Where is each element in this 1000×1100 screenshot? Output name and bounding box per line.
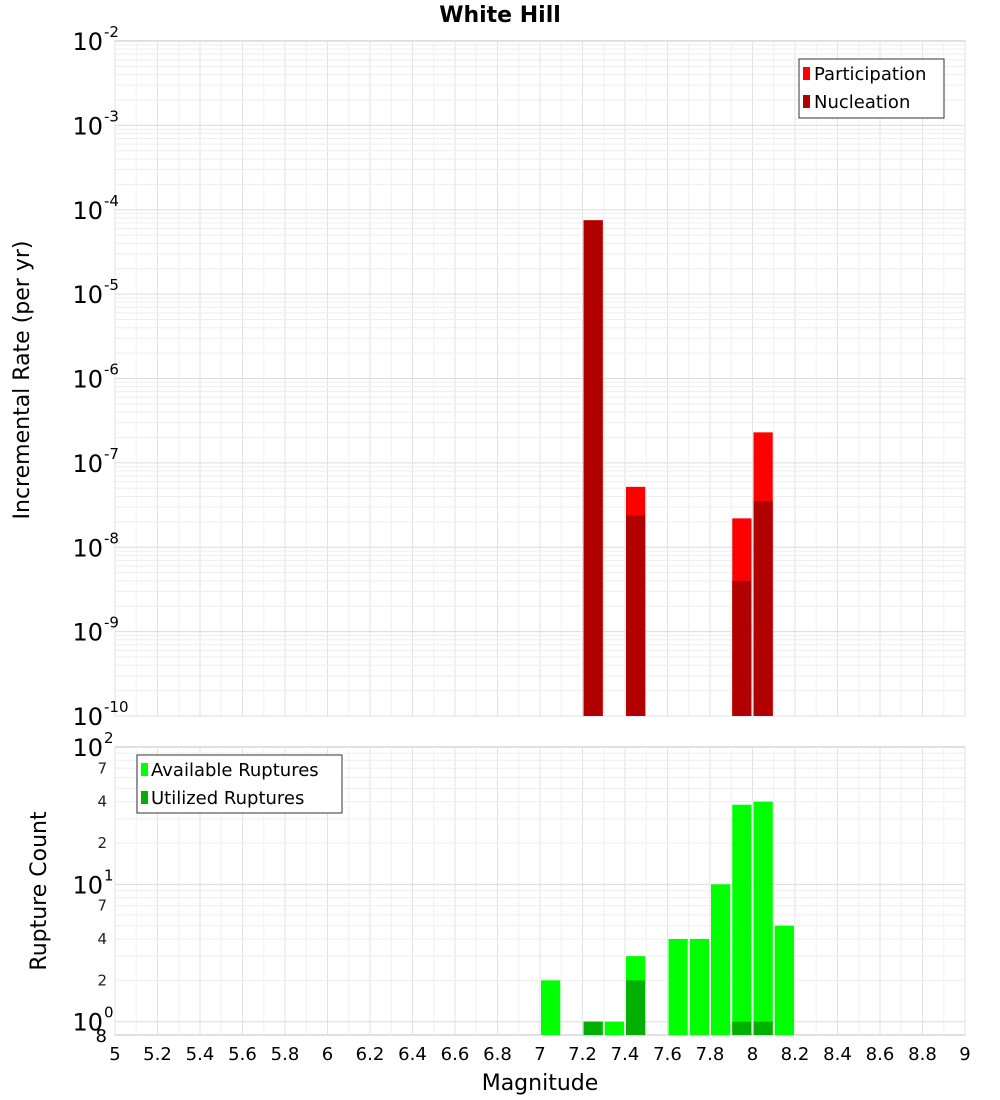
bottom-bar-s0 <box>711 884 731 1035</box>
top-y-tick-exponent: -7 <box>104 445 119 463</box>
legend-available-swatch <box>141 763 148 776</box>
top-y-axis-label: Incremental Rate (per yr) <box>10 241 35 520</box>
top-bar-s1 <box>753 501 773 716</box>
x-tick-label: 6 <box>322 1044 333 1065</box>
legend-nucleation-label: Nucleation <box>814 92 910 113</box>
bottom-y-tick-exponent: 0 <box>104 1004 114 1022</box>
x-tick-label: 5.4 <box>186 1044 215 1065</box>
top-y-tick-base: 10 <box>72 197 103 225</box>
bottom-bar-s1 <box>732 1021 752 1035</box>
legend-utilized-swatch <box>141 791 148 804</box>
top-y-tick-base: 10 <box>72 366 103 394</box>
x-tick-labels: 5 5.2 5.4 5.6 5.8 6 6.2 6.4 6.6 6.8 7 7.2 7.4 7.6 7.8 8… <box>109 1044 970 1065</box>
top-y-tick-exponent: -3 <box>104 107 119 125</box>
top-y-tick-base: 10 <box>72 534 103 562</box>
bottom-bar-s1 <box>583 1021 603 1035</box>
bottom-bar-s0 <box>732 804 752 1035</box>
x-tick-label: 8.6 <box>866 1044 895 1065</box>
x-tick-label: 9 <box>959 1044 970 1065</box>
x-tick-label: 5.8 <box>271 1044 300 1065</box>
top-bar-s1 <box>626 515 646 716</box>
top-y-tick-base: 10 <box>72 28 103 56</box>
bottom-y-minor-tick: 4 <box>97 930 107 948</box>
top-y-tick-base: 10 <box>72 281 103 309</box>
x-tick-label: 7.4 <box>611 1044 640 1065</box>
x-tick-label: 7 <box>534 1044 545 1065</box>
bottom-y-minor-tick: 7 <box>97 897 107 915</box>
x-tick-label: 6.2 <box>356 1044 385 1065</box>
top-y-tick-base: 10 <box>72 450 103 478</box>
legend-available-label: Available Ruptures <box>151 760 319 781</box>
x-tick-label: 7.6 <box>653 1044 682 1065</box>
x-tick-label: 5.6 <box>228 1044 257 1065</box>
x-tick-label: 6.8 <box>483 1044 512 1065</box>
top-bar-s1 <box>732 580 752 716</box>
x-tick-label: 8 <box>747 1044 758 1065</box>
bottom-y-minor-tick: 2 <box>97 834 107 852</box>
x-tick-label: 6.6 <box>441 1044 470 1065</box>
top-y-tick-exponent: -4 <box>104 192 119 210</box>
bottom-legend: Available Ruptures Utilized Ruptures <box>136 754 343 814</box>
bottom-y-tick-exponent: 2 <box>104 729 114 747</box>
legend-nucleation-swatch <box>803 95 810 108</box>
bottom-grid <box>114 747 966 1035</box>
bottom-bars <box>541 801 794 1035</box>
bottom-y-minor-tick: 8 <box>96 1026 107 1047</box>
top-y-tick-exponent: -5 <box>104 276 119 294</box>
x-tick-label: 8.8 <box>908 1044 937 1065</box>
top-y-tick-exponent: -9 <box>104 614 119 632</box>
bottom-bar-s0 <box>774 925 794 1035</box>
bottom-bar-s0 <box>541 980 561 1035</box>
top-y-tick-base: 10 <box>72 619 103 647</box>
top-bar-s1 <box>583 220 603 717</box>
top-y-tick-exponent: -6 <box>104 361 119 379</box>
x-tick-label: 8.4 <box>823 1044 852 1065</box>
bottom-y-tick-base: 10 <box>72 871 103 899</box>
legend-participation-label: Participation <box>814 64 926 85</box>
x-tick-label: 7.2 <box>568 1044 597 1065</box>
x-tick-label: 7.8 <box>696 1044 725 1065</box>
bottom-bar-s0 <box>689 939 709 1035</box>
bottom-y-minor-tick: 4 <box>97 793 107 811</box>
bottom-bar-s1 <box>626 980 646 1035</box>
bottom-y-minor-tick: 2 <box>97 971 107 989</box>
bottom-bar-s1 <box>753 1021 773 1035</box>
x-tick-label: 6.4 <box>398 1044 427 1065</box>
top-y-tick-base: 10 <box>72 703 103 731</box>
bottom-y-tick-exponent: 1 <box>104 866 114 884</box>
top-y-tick-base: 10 <box>72 112 103 140</box>
bottom-bar-s0 <box>604 1021 624 1035</box>
chart-title: White Hill <box>439 3 561 28</box>
x-axis-label: Magnitude <box>482 1071 599 1096</box>
x-tick-label: 5 <box>109 1044 120 1065</box>
top-y-tick-exponent: -2 <box>104 23 119 41</box>
legend-utilized-label: Utilized Ruptures <box>151 788 304 809</box>
bottom-y-tick-base: 10 <box>72 1009 103 1037</box>
top-y-tick-exponent: -10 <box>104 698 129 716</box>
top-y-tick-exponent: -8 <box>104 529 119 547</box>
x-tick-label: 8.2 <box>781 1044 810 1065</box>
top-bars <box>583 220 773 717</box>
legend-participation-swatch <box>803 67 810 80</box>
bottom-bar-s0 <box>753 801 773 1035</box>
bottom-bar-s0 <box>668 939 688 1035</box>
bottom-y-tick-base: 10 <box>72 734 103 762</box>
bottom-y-minor-tick: 7 <box>97 759 107 777</box>
top-legend: Participation Nucleation <box>798 58 945 119</box>
x-tick-label: 5.2 <box>143 1044 172 1065</box>
bottom-y-axis-label: Rupture Count <box>27 811 52 971</box>
top-grid <box>114 41 966 717</box>
